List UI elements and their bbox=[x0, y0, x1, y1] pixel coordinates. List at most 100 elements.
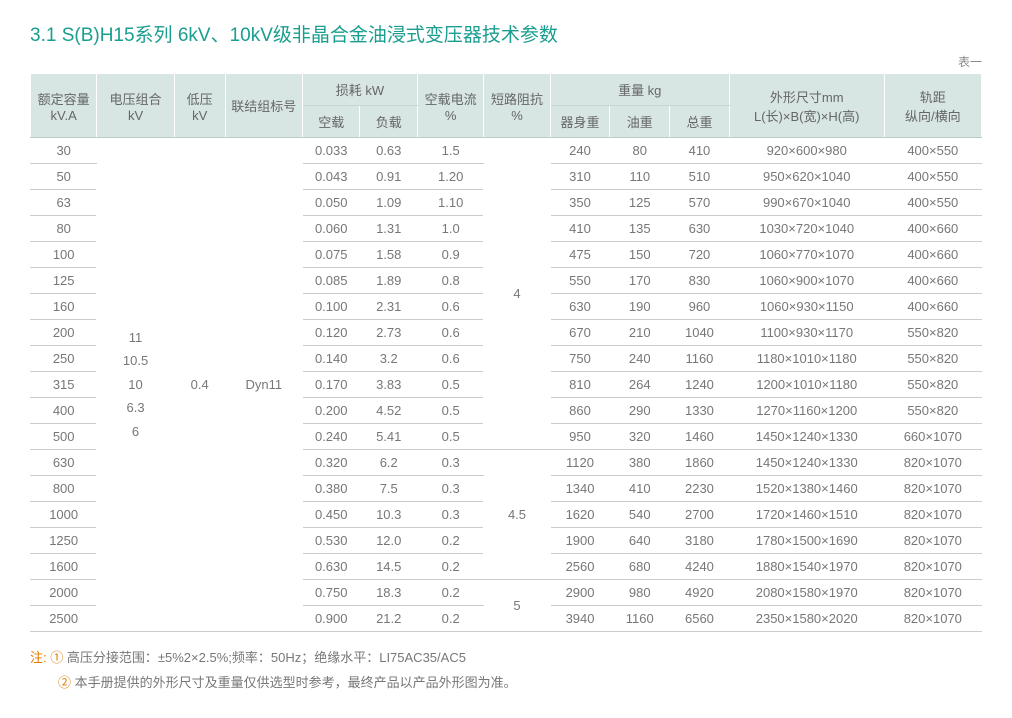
section-title: 3.1 S(B)H15系列 6kV、10kV级非晶合金油浸式变压器技术参数 bbox=[30, 20, 982, 47]
cell-weight-oil: 680 bbox=[610, 554, 670, 580]
cell-track: 660×1070 bbox=[884, 424, 981, 450]
cell-dimensions: 1450×1240×1330 bbox=[729, 450, 884, 476]
cell-loss-load: 1.31 bbox=[360, 216, 418, 242]
cell-current: 0.9 bbox=[417, 242, 483, 268]
th-track: 轨距纵向/横向 bbox=[884, 74, 981, 138]
cell-weight-body: 350 bbox=[550, 190, 610, 216]
cell-loss-noload: 0.140 bbox=[302, 346, 359, 372]
cell-weight-oil: 125 bbox=[610, 190, 670, 216]
cell-weight-body: 2560 bbox=[550, 554, 610, 580]
cell-loss-noload: 0.085 bbox=[302, 268, 359, 294]
cell-weight-body: 550 bbox=[550, 268, 610, 294]
cell-impedance: 4 bbox=[484, 138, 550, 450]
cell-track: 400×660 bbox=[884, 242, 981, 268]
cell-weight-body: 1120 bbox=[550, 450, 610, 476]
cell-weight-body: 810 bbox=[550, 372, 610, 398]
cell-weight-oil: 135 bbox=[610, 216, 670, 242]
cell-track: 400×550 bbox=[884, 190, 981, 216]
cell-loss-noload: 0.200 bbox=[302, 398, 359, 424]
cell-current: 0.8 bbox=[417, 268, 483, 294]
cell-weight-total: 4920 bbox=[670, 580, 730, 606]
cell-capacity: 50 bbox=[31, 164, 97, 190]
cell-track: 400×550 bbox=[884, 138, 981, 164]
cell-loss-noload: 0.075 bbox=[302, 242, 359, 268]
cell-weight-oil: 80 bbox=[610, 138, 670, 164]
cell-capacity: 1250 bbox=[31, 528, 97, 554]
cell-current: 0.5 bbox=[417, 372, 483, 398]
cell-loss-noload: 0.900 bbox=[302, 606, 359, 632]
cell-weight-oil: 320 bbox=[610, 424, 670, 450]
cell-capacity: 500 bbox=[31, 424, 97, 450]
cell-current: 0.2 bbox=[417, 554, 483, 580]
cell-loss-noload: 0.120 bbox=[302, 320, 359, 346]
cell-weight-body: 310 bbox=[550, 164, 610, 190]
cell-loss-noload: 0.170 bbox=[302, 372, 359, 398]
cell-capacity: 125 bbox=[31, 268, 97, 294]
th-dimensions: 外形尺寸mmL(长)×B(宽)×H(高) bbox=[729, 74, 884, 138]
cell-current: 0.2 bbox=[417, 528, 483, 554]
cell-weight-total: 2230 bbox=[670, 476, 730, 502]
cell-weight-body: 630 bbox=[550, 294, 610, 320]
cell-current: 0.5 bbox=[417, 398, 483, 424]
cell-weight-total: 4240 bbox=[670, 554, 730, 580]
cell-loss-noload: 0.240 bbox=[302, 424, 359, 450]
table-row: 301110.5106.360.4Dyn110.0330.631.5424080… bbox=[31, 138, 982, 164]
cell-loss-load: 12.0 bbox=[360, 528, 418, 554]
cell-voltage-combo: 1110.5106.36 bbox=[97, 138, 174, 632]
cell-loss-load: 1.58 bbox=[360, 242, 418, 268]
cell-loss-noload: 0.043 bbox=[302, 164, 359, 190]
cell-current: 0.5 bbox=[417, 424, 483, 450]
cell-track: 550×820 bbox=[884, 346, 981, 372]
th-low-voltage: 低压kV bbox=[174, 74, 225, 138]
cell-weight-body: 3940 bbox=[550, 606, 610, 632]
cell-weight-oil: 210 bbox=[610, 320, 670, 346]
cell-capacity: 200 bbox=[31, 320, 97, 346]
cell-loss-load: 3.2 bbox=[360, 346, 418, 372]
cell-weight-body: 240 bbox=[550, 138, 610, 164]
cell-current: 0.3 bbox=[417, 476, 483, 502]
cell-weight-oil: 150 bbox=[610, 242, 670, 268]
cell-weight-total: 960 bbox=[670, 294, 730, 320]
cell-track: 400×660 bbox=[884, 216, 981, 242]
cell-track: 550×820 bbox=[884, 372, 981, 398]
cell-weight-oil: 1160 bbox=[610, 606, 670, 632]
cell-dimensions: 1880×1540×1970 bbox=[729, 554, 884, 580]
cell-track: 820×1070 bbox=[884, 476, 981, 502]
cell-weight-body: 860 bbox=[550, 398, 610, 424]
cell-weight-body: 475 bbox=[550, 242, 610, 268]
cell-capacity: 1600 bbox=[31, 554, 97, 580]
cell-current: 1.5 bbox=[417, 138, 483, 164]
cell-weight-total: 1330 bbox=[670, 398, 730, 424]
cell-current: 0.6 bbox=[417, 346, 483, 372]
cell-track: 820×1070 bbox=[884, 450, 981, 476]
cell-capacity: 1000 bbox=[31, 502, 97, 528]
cell-capacity: 80 bbox=[31, 216, 97, 242]
cell-weight-oil: 190 bbox=[610, 294, 670, 320]
th-noload-current: 空载电流% bbox=[417, 74, 483, 138]
cell-weight-body: 950 bbox=[550, 424, 610, 450]
cell-current: 0.6 bbox=[417, 294, 483, 320]
cell-capacity: 160 bbox=[31, 294, 97, 320]
cell-track: 550×820 bbox=[884, 398, 981, 424]
cell-weight-total: 1860 bbox=[670, 450, 730, 476]
cell-weight-total: 410 bbox=[670, 138, 730, 164]
th-weight-total: 总重 bbox=[670, 106, 730, 138]
cell-track: 550×820 bbox=[884, 320, 981, 346]
cell-weight-oil: 110 bbox=[610, 164, 670, 190]
th-weight: 重量 kg bbox=[550, 74, 729, 106]
cell-dimensions: 950×620×1040 bbox=[729, 164, 884, 190]
cell-weight-oil: 240 bbox=[610, 346, 670, 372]
cell-weight-total: 2700 bbox=[670, 502, 730, 528]
cell-current: 0.3 bbox=[417, 502, 483, 528]
cell-loss-load: 5.41 bbox=[360, 424, 418, 450]
cell-dimensions: 1720×1460×1510 bbox=[729, 502, 884, 528]
cell-dimensions: 1520×1380×1460 bbox=[729, 476, 884, 502]
note-2: ② 本手册提供的外形尺寸及重量仅供选型时参考，最终产品以产品外形图为准。 bbox=[30, 671, 982, 696]
table-number-label: 表一 bbox=[30, 53, 982, 70]
cell-loss-load: 2.31 bbox=[360, 294, 418, 320]
cell-weight-total: 3180 bbox=[670, 528, 730, 554]
th-loss: 损耗 kW bbox=[302, 74, 417, 106]
cell-loss-load: 0.63 bbox=[360, 138, 418, 164]
cell-dimensions: 1060×770×1070 bbox=[729, 242, 884, 268]
cell-loss-noload: 0.530 bbox=[302, 528, 359, 554]
